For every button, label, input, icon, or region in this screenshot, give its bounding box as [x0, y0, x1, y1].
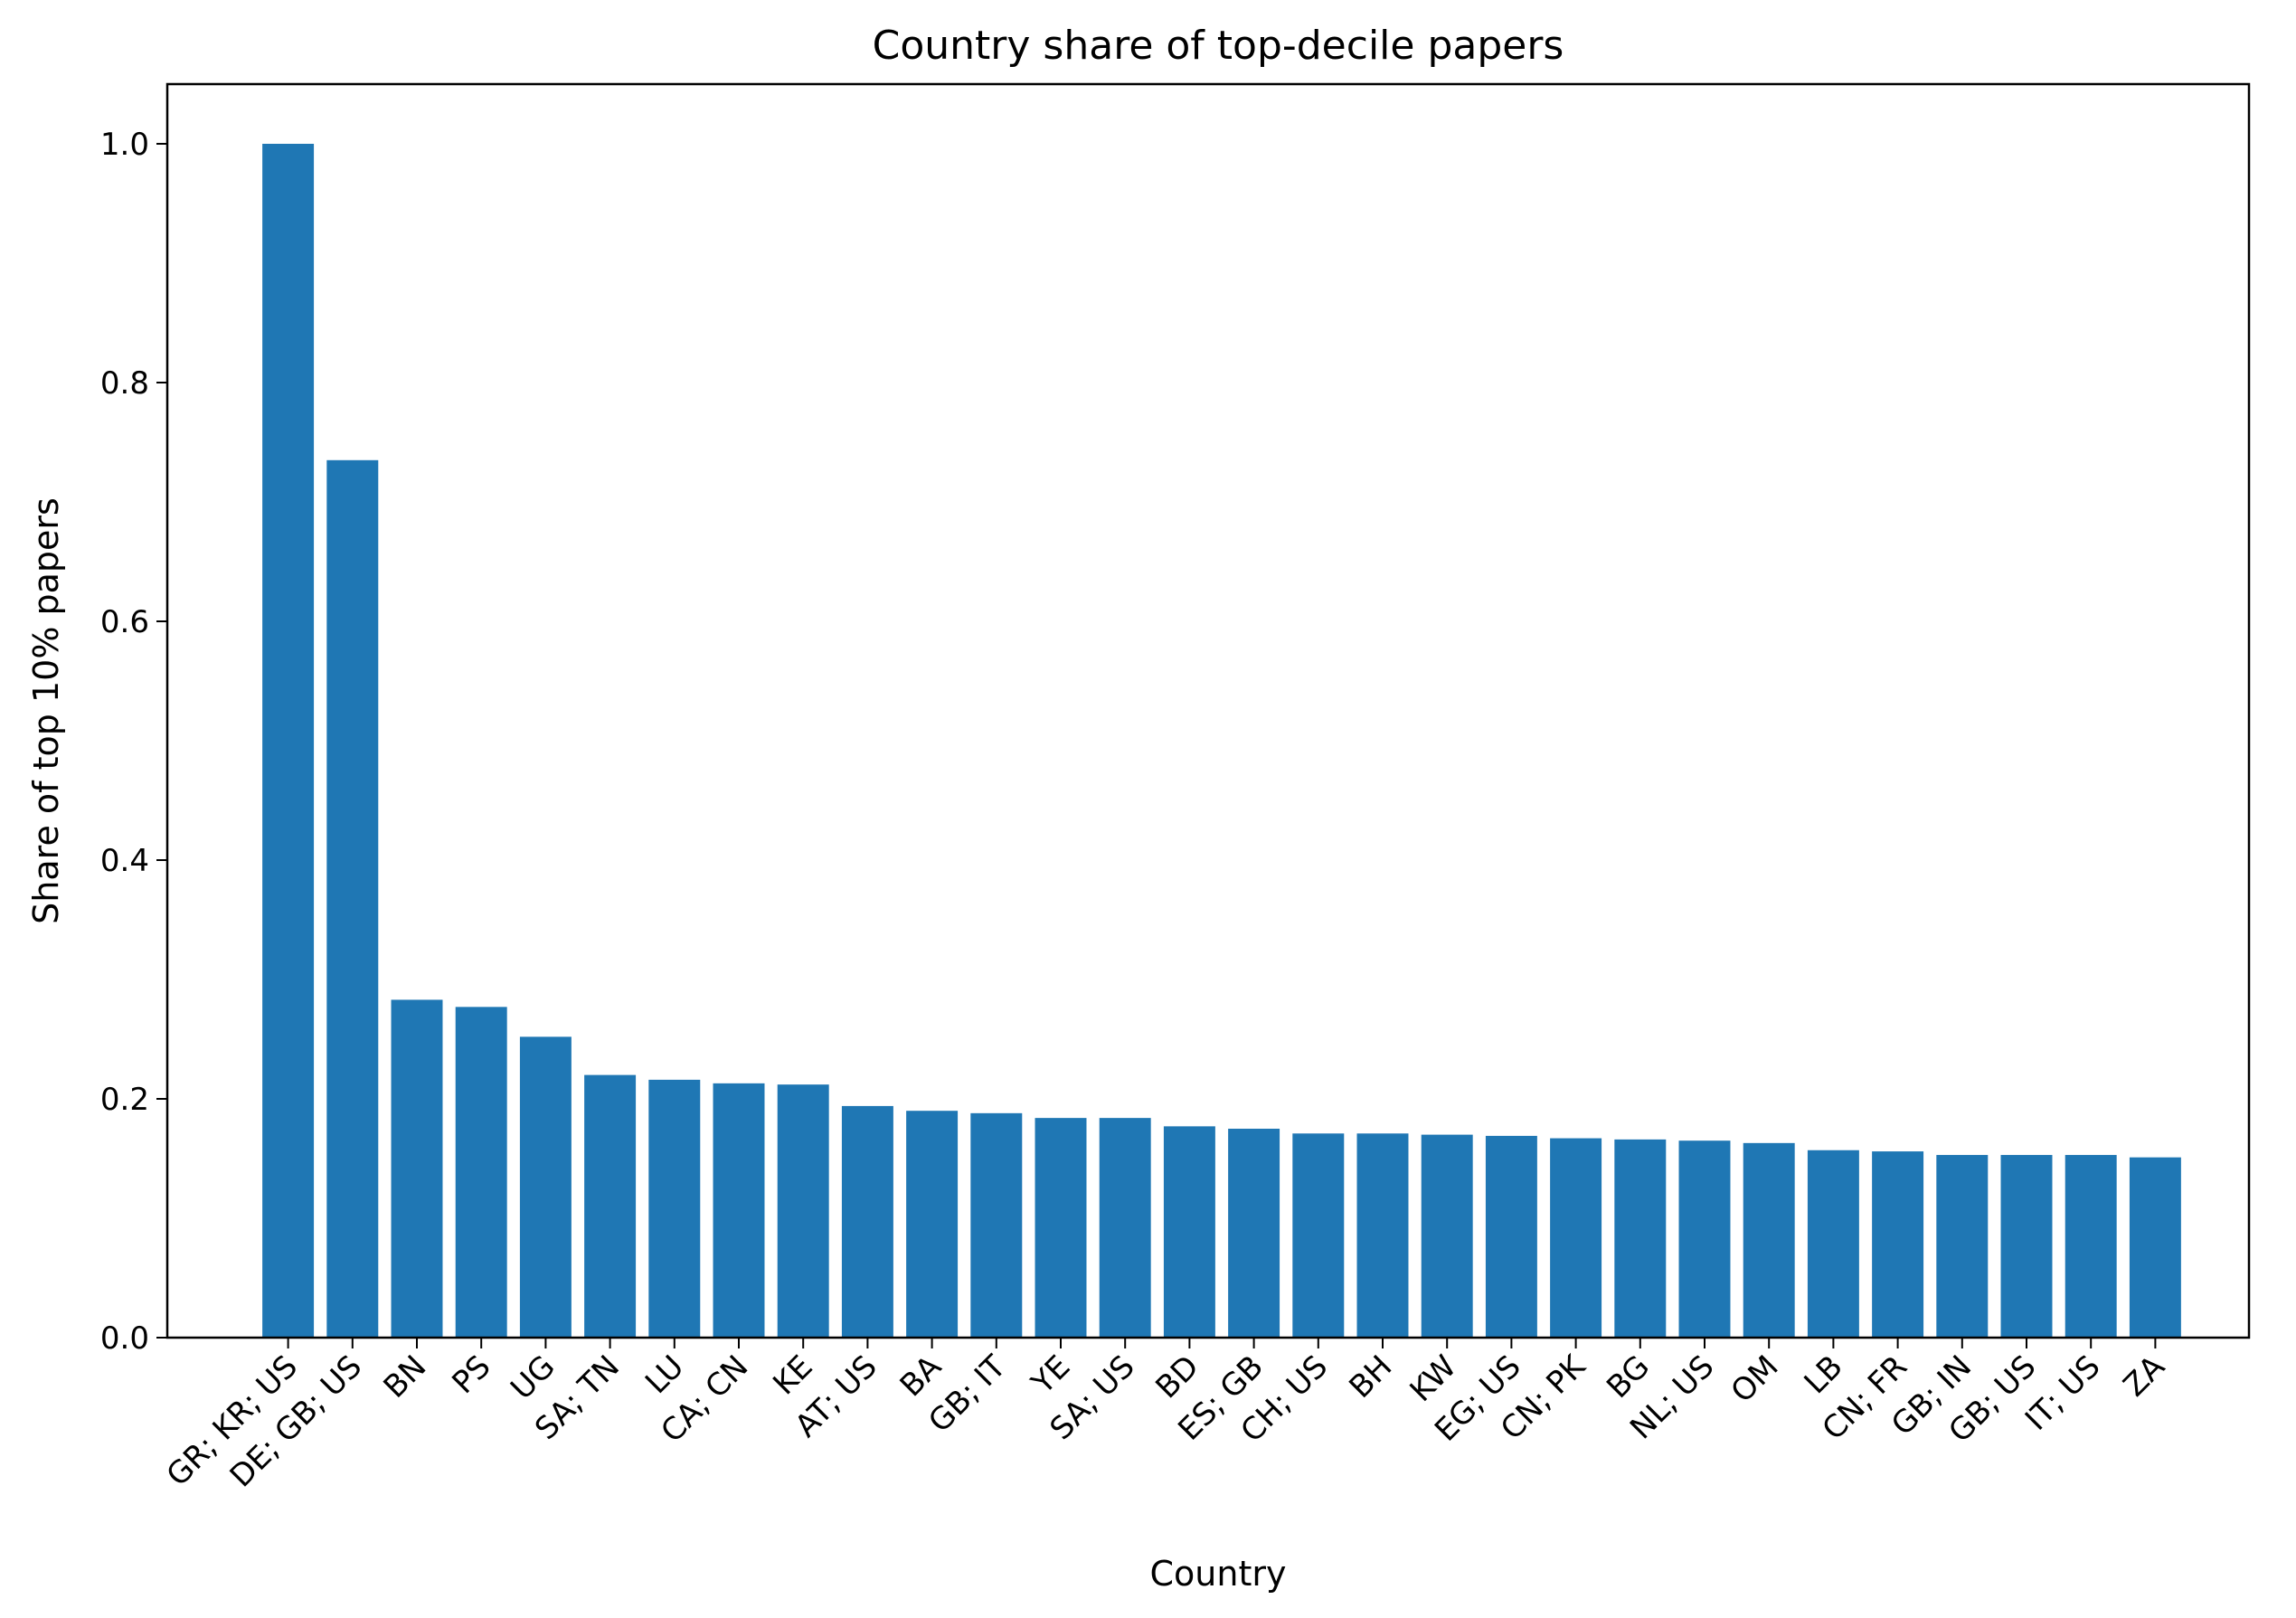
bar-es-gb [1228, 1129, 1280, 1338]
bar-bn [391, 999, 443, 1338]
bar-bh [1356, 1133, 1409, 1338]
bar-it-us [2065, 1155, 2117, 1338]
bar-de-gb-us [326, 459, 379, 1338]
bar-gb-in [1936, 1155, 1989, 1338]
bar-sa-tn [584, 1074, 637, 1338]
y-tick-label: 0.2 [100, 1082, 149, 1118]
bar-gr-kr-us [262, 144, 315, 1338]
bar-ug [519, 1036, 572, 1338]
plot-area-frame [165, 82, 2251, 1339]
bar-ch-us [1292, 1133, 1345, 1338]
bar-at-us [841, 1105, 893, 1338]
bar-ke [777, 1084, 829, 1338]
bar-ps [455, 1007, 507, 1338]
bar-bg [1614, 1139, 1667, 1338]
bar-gb-it [970, 1112, 1023, 1338]
bar-sa-us [1099, 1118, 1151, 1338]
bar-lb [1807, 1150, 1859, 1338]
y-tick-label: 0.6 [100, 604, 149, 640]
chart-title: Country share of top-decile papers [873, 23, 1564, 69]
bar-om [1743, 1142, 1795, 1338]
x-axis-label: Country [1150, 1554, 1287, 1594]
bar-ba [906, 1111, 959, 1338]
bar-cn-fr [1872, 1151, 1924, 1338]
y-tick-label: 0.4 [100, 843, 149, 879]
y-tick-label: 1.0 [100, 127, 149, 163]
bar-ye [1035, 1118, 1087, 1338]
bar-gb-us [2000, 1155, 2053, 1338]
y-tick-label: 0.8 [100, 365, 149, 402]
bars-group [262, 144, 2181, 1338]
bar-bd [1163, 1126, 1215, 1338]
bar-ca-cn [713, 1083, 765, 1338]
bar-lu [648, 1079, 701, 1338]
bar-za [2129, 1157, 2181, 1338]
y-tick-label: 0.0 [100, 1320, 149, 1357]
bar-nl-us [1678, 1140, 1731, 1338]
bar-eg-us [1485, 1135, 1537, 1338]
bar-kw [1421, 1134, 1473, 1338]
bar-cn-pk [1550, 1138, 1602, 1338]
y-ticks-group: 0.0 0.2 0.4 0.6 0.8 1.0 [100, 127, 167, 1357]
y-axis-label: Share of top 10% papers [26, 497, 66, 924]
